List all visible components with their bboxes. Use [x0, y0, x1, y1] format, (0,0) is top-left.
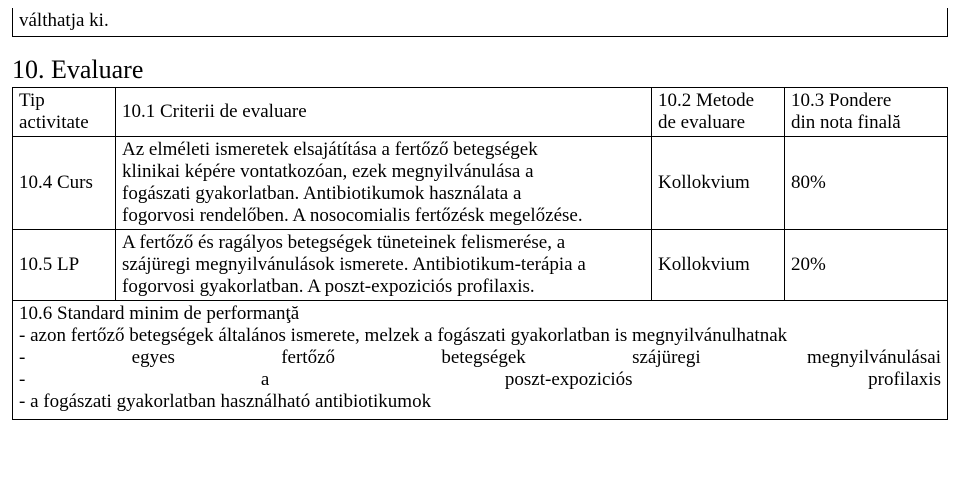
course-line2: klinikai képére vontatkozóan, ezek megny…	[122, 161, 645, 183]
header-method: 10.2 Metode de evaluare	[652, 88, 785, 137]
standard-line1: - azon fertőző betegségek általános isme…	[19, 325, 941, 347]
row-label-lp-text: 10.5 LP	[19, 254, 79, 275]
table-row-standard: 10.6 Standard minim de performanţă - azo…	[13, 301, 948, 420]
header-weight-line2: din nota finală	[791, 112, 941, 134]
l3-a: -	[19, 369, 25, 391]
fragment-text: válthatja ki.	[19, 10, 109, 31]
row-label-course: 10.4 Curs	[13, 137, 116, 230]
row-label-lp: 10.5 LP	[13, 230, 116, 301]
l2-c: fertőző	[281, 347, 335, 369]
l2-f: megnyilvánulásai	[807, 347, 941, 369]
lp-line3: fogorvosi gyakorlatban. A poszt-expozici…	[122, 276, 645, 298]
course-line3: fogászati gyakorlatban. Antibiotikumok h…	[122, 183, 645, 205]
header-activity-line1: Tip	[19, 90, 109, 112]
l2-a: -	[19, 347, 25, 369]
row-label-course-text: 10.4 Curs	[19, 172, 93, 193]
header-method-line1: 10.2 Metode	[658, 90, 778, 112]
l2-e: szájüregi	[632, 347, 701, 369]
section-heading: 10. Evaluare	[12, 55, 948, 85]
evaluation-table: Tip activitate 10.1 Criterii de evaluare…	[12, 87, 948, 420]
lp-line1: A fertőző és ragályos betegségek tünetei…	[122, 232, 645, 254]
header-weight: 10.3 Pondere din nota finală	[785, 88, 948, 137]
row-criteria-lp: A fertőző és ragályos betegségek tünetei…	[116, 230, 652, 301]
row-method-course-text: Kollokvium	[658, 172, 750, 193]
table-header-row: Tip activitate 10.1 Criterii de evaluare…	[13, 88, 948, 137]
header-activity-type: Tip activitate	[13, 88, 116, 137]
row-method-course: Kollokvium	[652, 137, 785, 230]
previous-section-fragment: válthatja ki.	[12, 8, 948, 37]
course-line1: Az elméleti ismeretek elsajátítása a fer…	[122, 139, 645, 161]
table-row-lp: 10.5 LP A fertőző és ragályos betegségek…	[13, 230, 948, 301]
header-criteria: 10.1 Criterii de evaluare	[116, 88, 652, 137]
standard-line3: - a poszt-expoziciós profilaxis	[19, 369, 941, 391]
standard-line2: - egyes fertőző betegségek szájüregi meg…	[19, 347, 941, 369]
l3-c: poszt-expoziciós	[505, 369, 633, 391]
row-criteria-course: Az elméleti ismeretek elsajátítása a fer…	[116, 137, 652, 230]
l3-b: a	[261, 369, 269, 391]
lp-line2: szájüregi megnyilvánulások ismerete. Ant…	[122, 254, 645, 276]
standard-line4: - a fogászati gyakorlatban használható a…	[19, 391, 941, 413]
row-method-lp-text: Kollokvium	[658, 254, 750, 275]
l2-b: egyes	[132, 347, 175, 369]
standard-heading: 10.6 Standard minim de performanţă	[19, 303, 941, 325]
header-method-line2: de evaluare	[658, 112, 778, 134]
l2-d: betegségek	[441, 347, 525, 369]
header-weight-line1: 10.3 Pondere	[791, 90, 941, 112]
course-line4: fogorvosi rendelőben. A nosocomialis fer…	[122, 205, 645, 227]
row-method-lp: Kollokvium	[652, 230, 785, 301]
header-criteria-text: 10.1 Criterii de evaluare	[122, 101, 307, 122]
row-weight-lp: 20%	[785, 230, 948, 301]
standard-cell: 10.6 Standard minim de performanţă - azo…	[13, 301, 948, 420]
row-weight-course: 80%	[785, 137, 948, 230]
table-row-course: 10.4 Curs Az elméleti ismeretek elsajátí…	[13, 137, 948, 230]
row-weight-course-text: 80%	[791, 172, 826, 193]
header-activity-line2: activitate	[19, 112, 109, 134]
row-weight-lp-text: 20%	[791, 254, 826, 275]
l3-d: profilaxis	[868, 369, 941, 391]
